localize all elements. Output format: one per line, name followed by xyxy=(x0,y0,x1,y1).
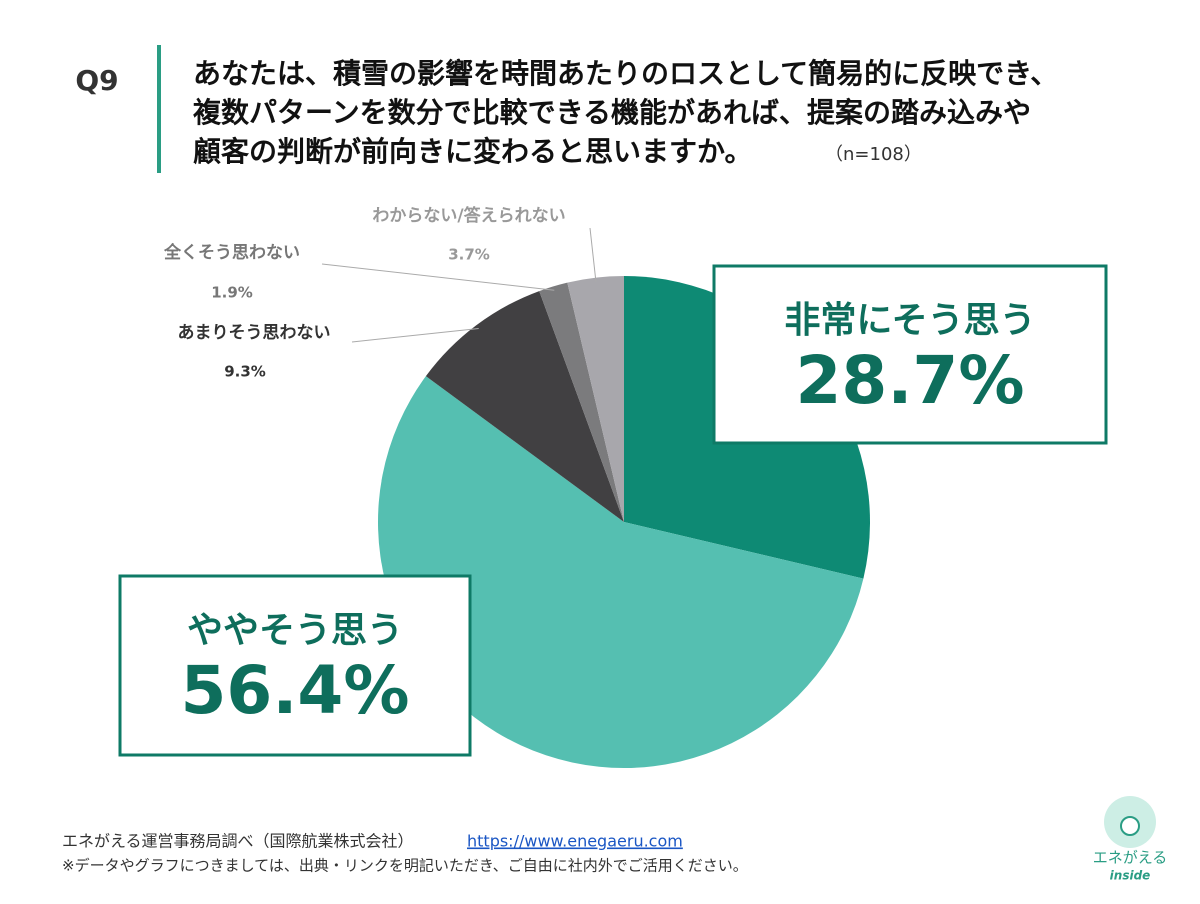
category-label: わからない/答えられない xyxy=(372,205,565,226)
title-line: 複数パターンを数分で比較できる機能があれば、提案の踏み込みや xyxy=(193,96,1031,129)
pie-slice xyxy=(378,376,864,768)
question-number: Q9 xyxy=(75,64,118,97)
category-label: ややそう思う xyxy=(187,610,403,651)
leader-line xyxy=(351,327,479,343)
title-line: あなたは、積雪の影響を時間あたりのロスとして簡易的に反映でき、 xyxy=(193,57,1058,90)
value-label: 9.3% xyxy=(224,363,266,381)
category-label: 非常にそう思う xyxy=(784,300,1035,341)
title-line: 顧客の判断が前向きに変わると思いますか。 xyxy=(193,135,752,168)
pie-slice xyxy=(567,276,624,522)
pie-chart xyxy=(378,276,871,768)
source: エネがえる運営事務局調べ（国際航業株式会社） xyxy=(62,832,414,851)
pie-slice xyxy=(425,291,624,522)
leader-line xyxy=(321,263,555,291)
link[interactable]: https://www.enegaeru.com xyxy=(467,832,683,851)
value-label: 28.7% xyxy=(796,342,1025,419)
leader-line xyxy=(589,227,597,282)
logo-name: エネがえる xyxy=(1093,849,1168,867)
notice: ※データやグラフにつきましては、出典・リンクを明記いただき、ご自由に社内外でご活… xyxy=(62,857,748,875)
value-label: 3.7% xyxy=(448,246,490,264)
logo-sub: inside xyxy=(1110,869,1151,883)
pie-slice xyxy=(539,282,624,522)
value-label: 56.4% xyxy=(181,652,410,729)
callout-box xyxy=(712,264,1108,445)
callout-box xyxy=(118,574,472,757)
accent-bar xyxy=(157,45,161,173)
logo-bulb xyxy=(1120,816,1140,836)
value-label: 1.9% xyxy=(211,284,253,302)
category-label: あまりそう思わない xyxy=(178,323,331,343)
sample-size: （n=108） xyxy=(825,144,922,165)
category-label: 全くそう思わない xyxy=(163,242,300,263)
